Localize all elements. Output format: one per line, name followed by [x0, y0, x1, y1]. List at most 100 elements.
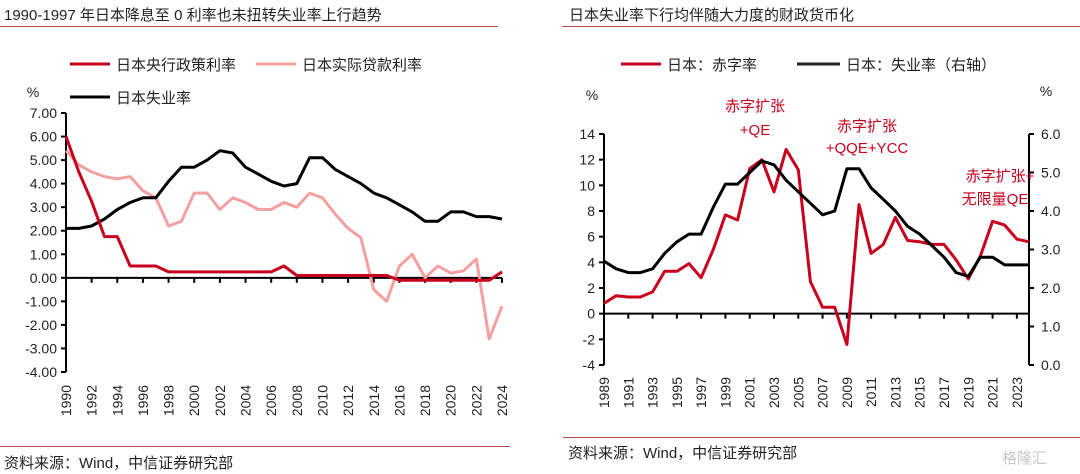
right-x-tick-label: 1993 [645, 377, 661, 408]
left-x-tick-label: 2018 [417, 385, 433, 416]
right-chart-left-y-axis: 14 12 10 8 6 4 2 0 -2 -4 [579, 126, 605, 373]
left-x-tick-label: 2006 [263, 385, 279, 416]
right-left-y-tick-label: 0 [587, 306, 595, 322]
left-y-tick-label: 0.00 [30, 270, 57, 286]
right-right-y-tick-label: 1.0 [1041, 319, 1061, 335]
right-x-tick-label: 1999 [717, 377, 733, 408]
right-x-tick-label: 1997 [693, 377, 709, 408]
left-x-tick-label: 1992 [84, 385, 100, 416]
annotation-deficit-qe-line2: +QE [740, 122, 770, 139]
right-x-tick-label: 1995 [669, 377, 685, 408]
right-right-y-tick-label: 0.0 [1041, 357, 1061, 373]
right-x-tick-label: 2021 [985, 377, 1001, 408]
left-x-tick-label: 2010 [314, 385, 330, 416]
right-x-tick-label: 2017 [936, 377, 952, 408]
right-x-tick-label: 2015 [912, 377, 928, 408]
annotation-deficit-qqe-ycc-line2: +QQE+YCC [826, 140, 909, 157]
left-y-tick-label: 6.00 [30, 129, 57, 145]
left-x-tick-label: 2008 [289, 385, 305, 416]
left-x-tick-label: 2012 [340, 385, 356, 416]
right-left-y-tick-label: 14 [579, 126, 595, 142]
left-chart-series [64, 135, 504, 341]
right-left-y-tick-label: 4 [587, 254, 595, 270]
unemployment-rate-right-line [603, 159, 1029, 278]
policy-rate-line [64, 135, 503, 282]
left-source-note: 资料来源：Wind，中信证券研究部 [4, 455, 234, 472]
right-chart-title: 日本失业率下行均伴随大力度的财政货币化 [569, 7, 855, 24]
right-source-note: 资料来源：Wind，中信证券研究部 [568, 445, 798, 462]
right-x-tick-label: 2013 [887, 377, 903, 408]
right-x-tick-label: 2001 [742, 377, 758, 408]
left-y-tick-label: 1.00 [30, 246, 57, 262]
legend-label-unemployment: 日本失业率 [116, 90, 191, 107]
legend-label-unemployment-right: 日本：失业率（右轴） [846, 57, 996, 74]
unemployment-rate-line [66, 149, 503, 230]
right-chart-right-unit: % [1040, 83, 1052, 99]
right-chart-right-y-axis: 6.0 5.0 4.0 3.0 2.0 1.0 0.0 [1028, 126, 1061, 373]
legend-label-policy-rate: 日本央行政策利率 [116, 57, 236, 74]
left-y-tick-label: -1.00 [25, 293, 57, 309]
left-x-tick-label: 1994 [109, 385, 125, 416]
right-source-rule [563, 437, 1080, 438]
right-x-tick-label: 2019 [960, 377, 976, 408]
right-left-y-tick-label: -4 [583, 357, 596, 373]
annotation-deficit-qqe-ycc-line1: 赤字扩张 [837, 118, 897, 135]
left-x-tick-label: 2004 [238, 385, 254, 416]
annotation-deficit-unlimited-qe: 赤字扩张+ 无限量QE [962, 168, 1035, 208]
right-legend: 日本：赤字率 日本：失业率（右轴） [621, 57, 996, 74]
left-y-tick-label: -4.00 [25, 364, 57, 380]
left-y-tick-label: 2.00 [30, 223, 57, 239]
right-right-y-tick-label: 2.0 [1041, 280, 1061, 296]
right-left-y-tick-label: -2 [583, 331, 596, 347]
left-x-tick-label: 1996 [135, 385, 151, 416]
annotation-deficit-unlimited-qe-line1: 赤字扩张+ [966, 168, 1035, 185]
left-x-tick-label: 1998 [161, 385, 177, 416]
left-x-tick-label: 1990 [58, 385, 74, 416]
right-left-y-tick-label: 10 [579, 177, 595, 193]
left-chart-title: 1990-1997 年日本降息至 0 利率也未扭转失业率上行趋势 [4, 7, 382, 24]
right-x-tick-label: 2009 [839, 377, 855, 408]
annotation-deficit-unlimited-qe-line2: 无限量QE [962, 191, 1029, 208]
right-x-tick-label: 1991 [620, 377, 636, 408]
right-left-y-tick-label: 6 [587, 229, 595, 245]
left-y-tick-label: 5.00 [30, 152, 57, 168]
left-x-tick-label: 2016 [391, 385, 407, 416]
watermark-logo: 格隆汇 [1002, 450, 1048, 467]
left-title-rule [0, 26, 498, 27]
right-left-y-tick-label: 12 [579, 152, 595, 168]
legend-label-real-lending-rate: 日本实际贷款利率 [302, 57, 422, 74]
right-x-tick-label: 2005 [790, 377, 806, 408]
left-legend: 日本央行政策利率 日本实际贷款利率 日本失业率 [70, 57, 422, 107]
left-y-tick-label: -2.00 [25, 317, 57, 333]
left-x-tick-label: 2014 [366, 385, 382, 416]
left-y-unit: % [27, 84, 39, 100]
left-chart-x-axis: 1990 1992 1994 1996 1998 2000 2002 2004 2006 2008… [58, 276, 510, 416]
left-source-rule [0, 446, 510, 447]
left-y-tick-label: 4.00 [30, 176, 57, 192]
annotation-deficit-qe-line1: 赤字扩张 [725, 98, 785, 115]
right-x-tick-label: 2003 [766, 377, 782, 408]
right-chart-left-unit: % [586, 87, 598, 103]
left-x-tick-label: 2020 [443, 385, 459, 416]
right-x-tick-label: 2007 [815, 377, 831, 408]
right-x-tick-label: 2023 [1009, 377, 1025, 408]
annotation-deficit-qe: 赤字扩张 +QE [725, 98, 785, 139]
left-x-tick-label: 2000 [186, 385, 202, 416]
left-x-tick-label: 2024 [494, 385, 510, 416]
right-chart-series [603, 147, 1030, 346]
right-x-tick-label: 2011 [863, 377, 879, 407]
annotation-deficit-qqe-ycc: 赤字扩张 +QQE+YCC [826, 118, 909, 157]
left-y-tick-label: -3.00 [25, 340, 57, 356]
left-x-tick-label: 2022 [468, 385, 484, 416]
right-right-y-tick-label: 4.0 [1041, 203, 1061, 219]
left-x-tick-label: 2002 [212, 385, 228, 416]
legend-label-deficit-ratio: 日本：赤字率 [667, 57, 757, 74]
right-x-tick-label: 1989 [596, 377, 612, 408]
right-left-y-tick-label: 8 [587, 203, 595, 219]
right-left-y-tick-label: 2 [587, 280, 595, 296]
right-right-y-tick-label: 6.0 [1041, 126, 1061, 142]
deficit-ratio-line [603, 147, 1030, 346]
left-y-tick-label: 3.00 [30, 199, 57, 215]
left-y-tick-label: 7.00 [30, 105, 57, 121]
